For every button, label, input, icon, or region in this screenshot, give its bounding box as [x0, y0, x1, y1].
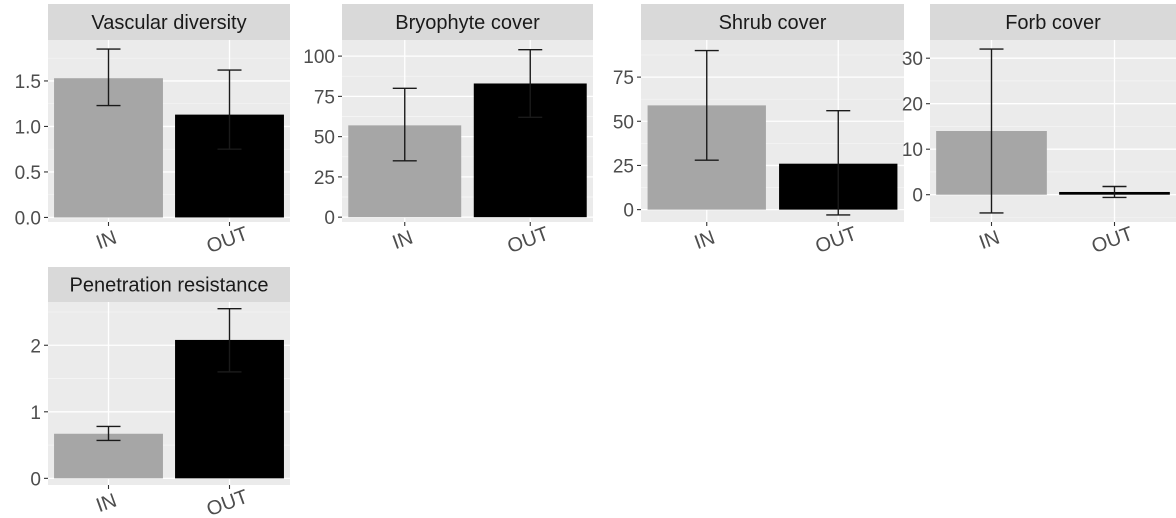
- y-tick-label: 25: [314, 168, 335, 189]
- facet-strip: [641, 4, 904, 40]
- error-bar: [96, 48, 121, 107]
- y-tick-label: 25: [613, 156, 634, 177]
- y-tick-label: 1.0: [15, 117, 41, 138]
- facet-title: Shrub cover: [719, 12, 827, 34]
- y-tick-label: 10: [902, 140, 923, 161]
- error-bar: [694, 49, 719, 161]
- y-tick-label: 2: [30, 336, 41, 357]
- facet-strip: [930, 4, 1176, 40]
- y-tick-label: 0: [623, 201, 634, 222]
- y-tick-label: 50: [613, 112, 634, 133]
- bar-in: [54, 433, 163, 479]
- facet-strip: [48, 267, 290, 302]
- facet-title: Penetration resistance: [69, 275, 268, 297]
- y-tick-label: 30: [902, 49, 923, 70]
- error-bar: [217, 307, 242, 373]
- facet-strip: [48, 4, 290, 40]
- y-tick-label: 0.5: [15, 163, 41, 184]
- y-tick-label: 100: [303, 47, 335, 68]
- y-tick-label: 0: [30, 469, 41, 490]
- error-bar: [979, 48, 1004, 214]
- y-tick-label: 0: [324, 208, 335, 229]
- y-tick-label: 50: [314, 128, 335, 149]
- y-tick-label: 0.0: [15, 208, 41, 229]
- y-tick-label: 1.5: [15, 72, 41, 93]
- facet-strip: [342, 4, 593, 40]
- error-bar: [217, 69, 242, 150]
- facet-title: Forb cover: [1005, 12, 1101, 34]
- y-tick-label: 75: [613, 68, 634, 89]
- facet-title: Bryophyte cover: [395, 12, 540, 34]
- error-bar: [826, 109, 851, 216]
- y-tick-label: 20: [902, 95, 923, 116]
- y-tick-label: 1: [30, 403, 41, 424]
- error-bar: [518, 48, 543, 119]
- y-tick-label: 75: [314, 87, 335, 108]
- y-tick-label: 0: [912, 186, 923, 207]
- error-bar: [1102, 185, 1127, 199]
- facet-title: Vascular diversity: [91, 12, 246, 34]
- error-bar: [96, 425, 121, 442]
- error-bar: [392, 87, 417, 162]
